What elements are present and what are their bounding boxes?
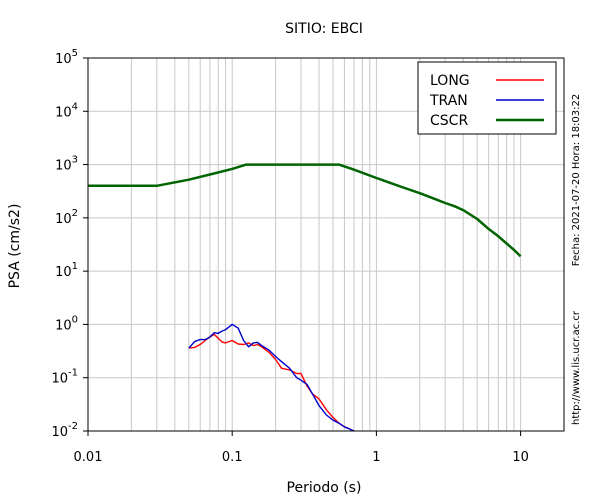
plot-frame xyxy=(87,57,565,432)
y-tick-exponent: -2 xyxy=(68,421,78,432)
y-tick-base: 10 xyxy=(55,159,72,174)
grid xyxy=(88,58,564,431)
y-tick-label: 100 xyxy=(55,314,78,333)
y-tick-label: 102 xyxy=(55,208,78,227)
y-tick-label: 10-1 xyxy=(51,368,78,387)
y-tick-base: 10 xyxy=(51,425,68,440)
y-tick-label: 104 xyxy=(55,101,78,120)
y-tick-base: 10 xyxy=(55,105,72,120)
series-group xyxy=(88,163,522,432)
y-tick-exponent: 3 xyxy=(72,155,78,166)
legend: LONG TRAN CSCR xyxy=(417,61,557,135)
x-tick-label: 10 xyxy=(512,450,529,465)
x-tick-label: 1 xyxy=(372,450,380,465)
y-tick-label: 10-2 xyxy=(51,421,78,440)
y-tick-base: 10 xyxy=(51,372,68,387)
series-line-long xyxy=(188,333,350,430)
y-tick-exponent: 4 xyxy=(72,101,78,112)
y-tick-exponent: -1 xyxy=(68,368,78,379)
y-tick-base: 10 xyxy=(55,265,72,280)
series-line-cscr xyxy=(88,163,522,258)
x-axis-title: Periodo (s) xyxy=(287,480,362,496)
x-tick-label: 0.01 xyxy=(74,450,103,465)
y-tick-base: 10 xyxy=(55,318,72,333)
date-stamp: Fecha: 2021-07-20 Hora: 18:03:22 xyxy=(571,94,582,267)
y-tick-exponent: 2 xyxy=(72,208,78,219)
y-tick-exponent: 1 xyxy=(72,261,78,272)
y-tick-label: 101 xyxy=(55,261,78,280)
y-tick-base: 10 xyxy=(55,212,72,227)
legend-label-cscr: CSCR xyxy=(430,113,468,129)
legend-box xyxy=(417,61,557,135)
legend-label-long: LONG xyxy=(430,73,470,89)
y-tick-label: 105 xyxy=(55,48,78,67)
y-tick-exponent: 5 xyxy=(72,48,78,59)
legend-label-tran: TRAN xyxy=(429,93,468,109)
y-tick-exponent: 0 xyxy=(72,314,78,325)
y-axis-title: PSA (cm/s2) xyxy=(7,204,23,289)
y-tick-base: 10 xyxy=(55,52,72,67)
y-tick-label: 103 xyxy=(55,155,78,174)
website-url: http://www.lis.ucr.ac.cr xyxy=(571,310,582,425)
series-line-tran xyxy=(188,323,355,432)
x-tick-label: 0.1 xyxy=(222,450,243,465)
chart-title: SITIO: EBCI xyxy=(285,21,363,37)
